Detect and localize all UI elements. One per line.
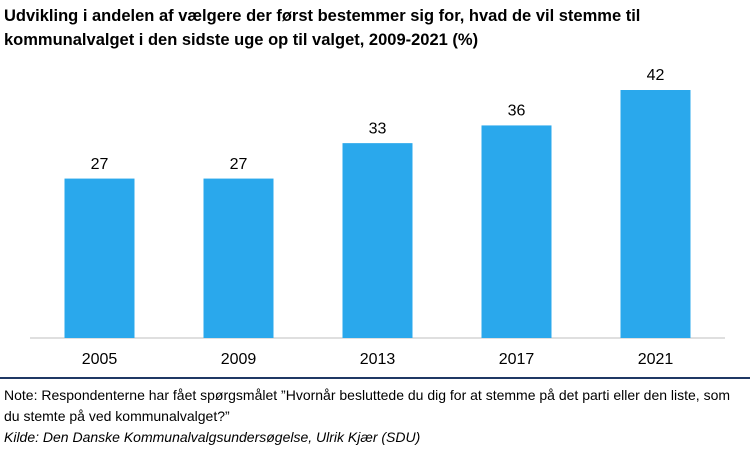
x-tick-label: 2017 bbox=[499, 351, 535, 368]
x-tick-label: 2021 bbox=[638, 351, 674, 368]
value-label: 27 bbox=[91, 156, 109, 173]
value-label: 36 bbox=[508, 103, 526, 120]
chart-title: Udvikling i andelen af vælgere der først… bbox=[4, 7, 641, 49]
value-label: 27 bbox=[230, 156, 248, 173]
note: Note: Respondenterne har fået spørgsmåle… bbox=[4, 387, 731, 424]
bar bbox=[342, 143, 413, 338]
bar bbox=[203, 178, 274, 338]
bar bbox=[481, 125, 552, 338]
x-tick-label: 2013 bbox=[360, 351, 396, 368]
bar bbox=[620, 90, 691, 338]
value-label: 42 bbox=[647, 67, 665, 84]
x-tick-label: 2009 bbox=[221, 351, 257, 368]
bar bbox=[64, 178, 135, 338]
x-tick-label: 2005 bbox=[82, 351, 118, 368]
value-label: 33 bbox=[369, 120, 387, 137]
source: Kilde: Den Danske Kommunalvalgsundersøge… bbox=[4, 429, 421, 445]
